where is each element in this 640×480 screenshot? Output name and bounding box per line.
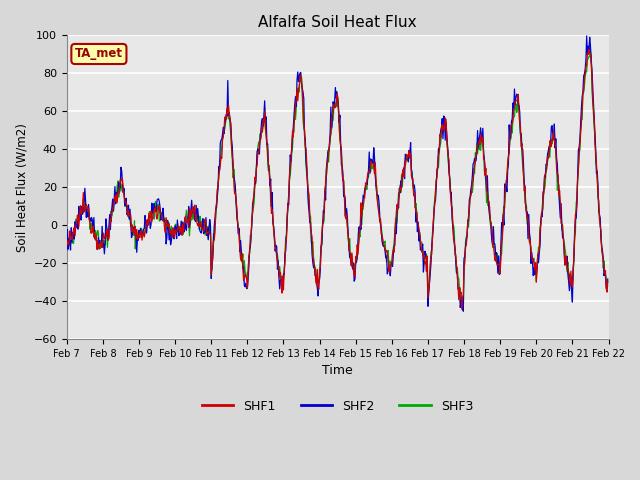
SHF2	[129, 233, 136, 239]
SHF3	[129, 227, 136, 233]
SHF2	[73, 225, 81, 230]
SHF1	[183, 219, 191, 225]
SHF3	[403, 157, 411, 163]
Legend: SHF1, SHF2, SHF3: SHF1, SHF2, SHF3	[197, 395, 478, 418]
SHF3	[604, 283, 612, 289]
SHF1	[419, 248, 426, 254]
SHF1	[403, 152, 411, 158]
Y-axis label: Soil Heat Flux (W/m2): Soil Heat Flux (W/m2)	[15, 123, 28, 252]
SHF3	[212, 215, 220, 220]
SHF2	[183, 217, 191, 223]
SHF2	[460, 308, 467, 314]
SHF1	[129, 222, 136, 228]
SHF1	[63, 242, 70, 248]
Title: Alfalfa Soil Heat Flux: Alfalfa Soil Heat Flux	[259, 15, 417, 30]
SHF3	[63, 240, 70, 246]
SHF1	[212, 205, 220, 211]
SHF1	[604, 278, 612, 284]
SHF2	[63, 248, 70, 253]
SHF3	[73, 220, 81, 226]
SHF3	[183, 216, 191, 222]
Line: SHF2: SHF2	[67, 36, 608, 311]
Text: TA_met: TA_met	[75, 48, 123, 60]
SHF2	[403, 154, 411, 159]
SHF3	[460, 308, 467, 313]
SHF2	[604, 276, 612, 282]
SHF1	[458, 306, 466, 312]
SHF1	[585, 46, 593, 52]
Line: SHF1: SHF1	[67, 49, 608, 309]
SHF2	[419, 241, 426, 247]
X-axis label: Time: Time	[323, 364, 353, 377]
SHF3	[587, 48, 595, 54]
SHF1	[73, 220, 81, 226]
SHF2	[583, 33, 591, 39]
SHF2	[212, 206, 220, 212]
Line: SHF3: SHF3	[67, 51, 608, 311]
SHF3	[419, 246, 426, 252]
